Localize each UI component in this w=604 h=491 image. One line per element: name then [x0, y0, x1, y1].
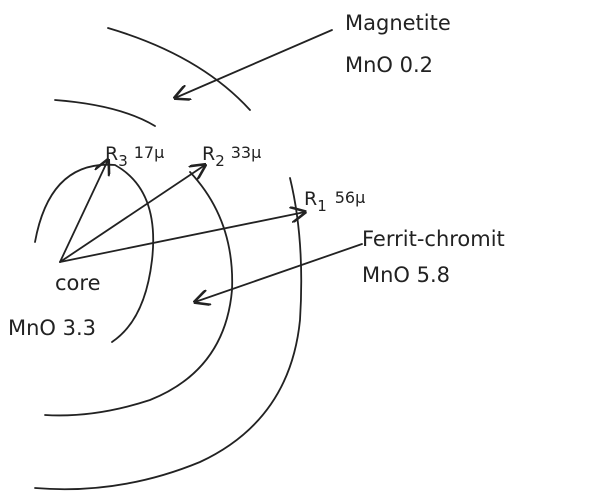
label: core: [55, 271, 101, 295]
label: MnO 5.8: [362, 263, 450, 287]
arc: [54, 99, 156, 127]
size: 17μ: [134, 143, 165, 162]
radius-label: R1 56μ: [304, 188, 365, 215]
radius-label: R3 17μ: [105, 143, 164, 170]
label: MnO 3.3: [8, 316, 96, 340]
label: Ferrit-chromit: [362, 227, 505, 251]
index: 3: [118, 152, 128, 170]
radius-arrow: [59, 212, 305, 263]
radius-arrow: [59, 165, 205, 263]
pointer-arrow: [195, 243, 363, 302]
arc: [107, 27, 251, 111]
label: Magnetite: [345, 11, 451, 35]
pointer-arrow: [175, 29, 333, 98]
symbol: R: [105, 143, 118, 165]
size: 56μ: [335, 188, 366, 207]
radius-arrow: [59, 160, 108, 263]
arc-r2: [44, 171, 234, 417]
index: 2: [215, 152, 225, 170]
index: 1: [317, 197, 327, 215]
arc-r3: [34, 163, 155, 343]
symbol: R: [304, 188, 317, 210]
symbol: R: [202, 143, 215, 165]
radius-label: R2 33μ: [202, 143, 261, 170]
label: MnO 0.2: [345, 53, 433, 77]
arc-r1: [34, 177, 303, 491]
size: 33μ: [231, 143, 262, 162]
